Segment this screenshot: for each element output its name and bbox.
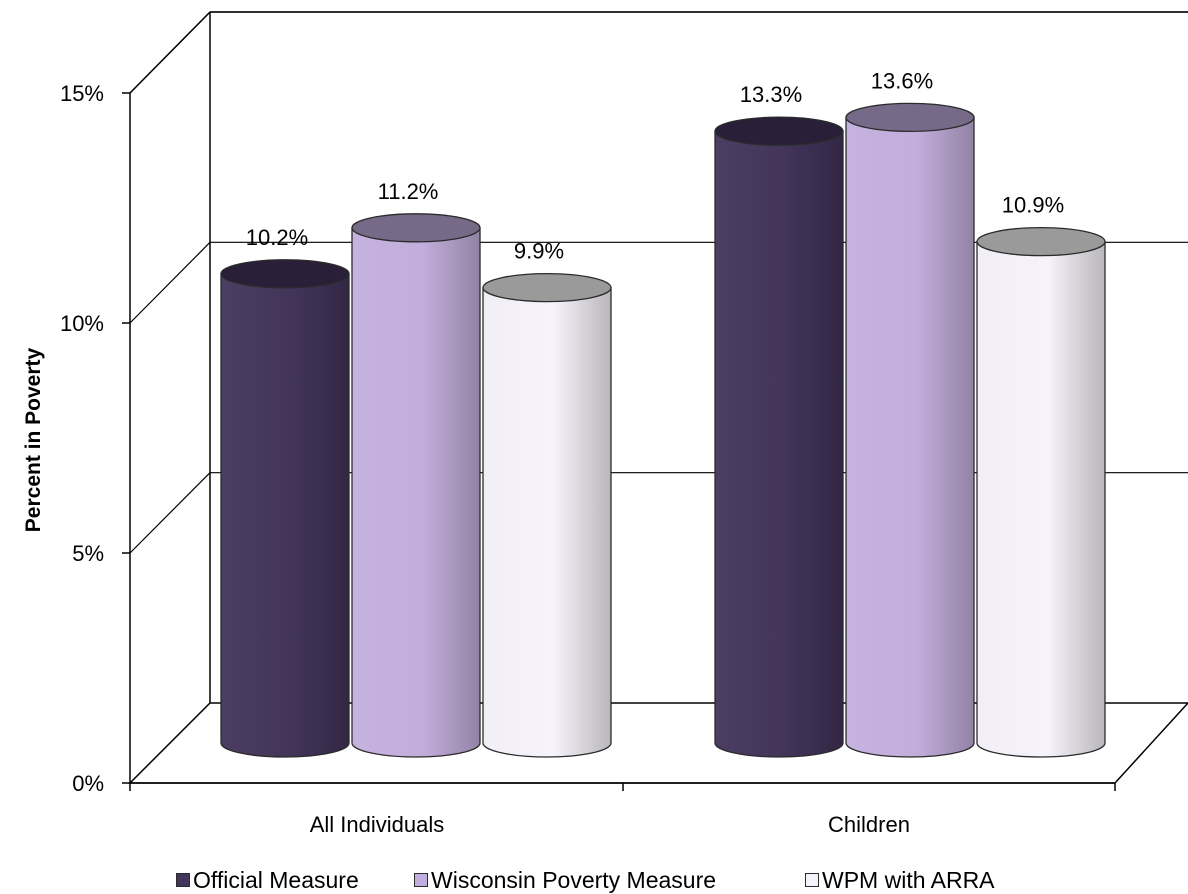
- side-gridline: [129, 11, 211, 94]
- y-axis-title: Percent in Poverty: [22, 347, 45, 532]
- legend-item-wisconsin-poverty-measure: Wisconsin Poverty Measure: [414, 866, 716, 894]
- data-label: 9.9%: [514, 239, 564, 264]
- data-label: 10.2%: [246, 225, 308, 250]
- data-label: 13.3%: [740, 82, 802, 107]
- y-tick-label: 15%: [60, 81, 104, 106]
- side-gridline: [129, 241, 211, 324]
- bar-body: [845, 116, 975, 758]
- legend: Official Measure Wisconsin Poverty Measu…: [0, 866, 1188, 894]
- bar: 11.2%: [351, 179, 481, 758]
- data-label: 10.9%: [1002, 193, 1064, 218]
- bar: 9.9%: [482, 239, 612, 758]
- y-tick-label: 5%: [72, 541, 104, 566]
- bar: 10.2%: [220, 225, 350, 758]
- legend-swatch: [176, 873, 190, 887]
- bar-body: [482, 286, 612, 758]
- bar: 13.6%: [845, 68, 975, 758]
- y-tick-label: 10%: [60, 311, 104, 336]
- legend-swatch: [414, 873, 428, 887]
- legend-item-wpm-with-arra: WPM with ARRA: [805, 866, 995, 894]
- side-gridline: [129, 472, 211, 554]
- legend-label: Official Measure: [193, 866, 359, 893]
- data-label: 13.6%: [871, 68, 933, 93]
- bar-top: [976, 226, 1106, 257]
- legend-item-official-measure: Official Measure: [176, 866, 359, 894]
- bar-top: [220, 259, 350, 289]
- y-axis: 0% 5% 10% 15%: [60, 81, 131, 796]
- bar-top: [482, 272, 612, 303]
- bar-body: [976, 240, 1106, 758]
- bar-top: [714, 116, 844, 146]
- bar-body: [351, 227, 481, 758]
- legend-label: Wisconsin Poverty Measure: [431, 866, 717, 893]
- x-tick-label: Children: [828, 812, 910, 837]
- legend-label: WPM with ARRA: [822, 866, 995, 893]
- bar-top: [351, 213, 481, 243]
- bar-body: [714, 130, 844, 758]
- legend-swatch: [805, 873, 819, 887]
- data-label: 11.2%: [378, 179, 439, 204]
- bar-top: [845, 102, 975, 133]
- bar: 10.9%: [976, 193, 1106, 758]
- bar-body: [220, 273, 350, 758]
- bars: 10.2% 13.3% 11.2% 13.6% 9.9% 10.9%: [220, 68, 1106, 758]
- x-axis: All Individuals Children: [129, 782, 1116, 837]
- x-tick-label: All Individuals: [310, 812, 445, 837]
- y-tick-label: 0%: [72, 771, 104, 796]
- bar: 13.3%: [714, 82, 844, 758]
